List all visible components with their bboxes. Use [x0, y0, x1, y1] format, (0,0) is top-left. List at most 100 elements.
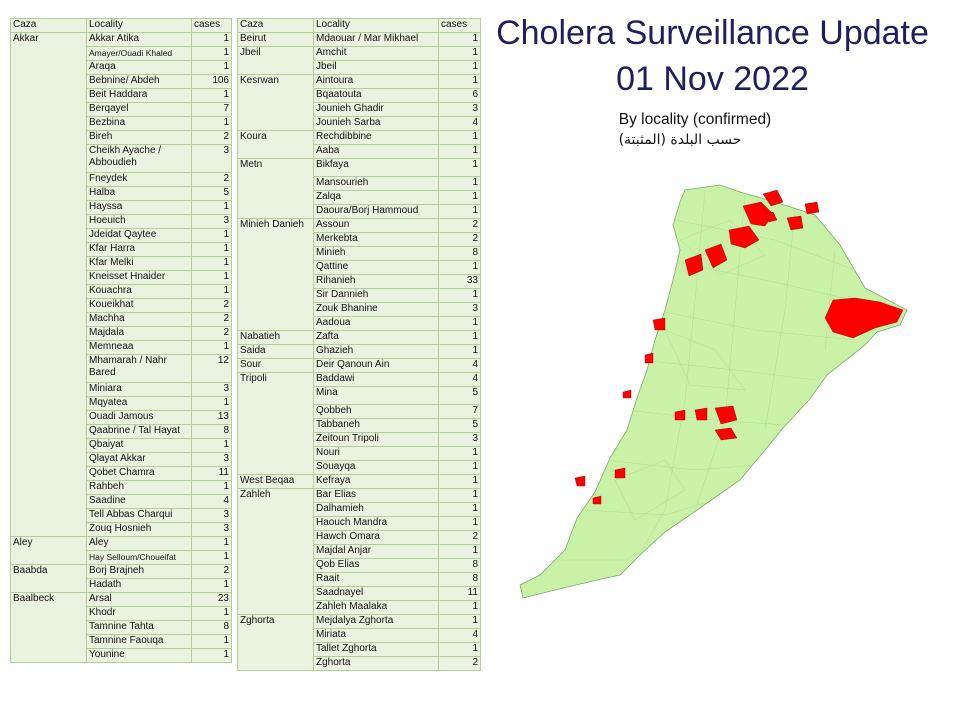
locality-cell: Saadine: [86, 494, 192, 509]
cases-cell: 5: [438, 386, 481, 405]
locality-cell: Araqa: [86, 60, 192, 75]
locality-cell: Kfar Harra: [86, 242, 192, 257]
locality-cell: Jdeidat Qaytee: [86, 228, 192, 243]
locality-cell: Sir Dannieh: [313, 288, 439, 303]
cases-cell: 1: [438, 144, 481, 159]
cases-cell: 4: [438, 628, 481, 643]
locality-cell: Mansourieh: [313, 176, 439, 191]
affected-area: [644, 352, 654, 364]
table-row: Aley Aley 1: [10, 536, 232, 565]
table-row: Zahleh Bar Elias 1: [237, 488, 481, 615]
locality-cell: Kefraya: [313, 474, 439, 489]
locality-cell: Mdaouar / Mar Mikhael: [313, 32, 439, 47]
table-row: Saida Ghazieh 1: [237, 344, 481, 359]
cases-cell: 1: [191, 256, 232, 271]
locality-cell: Fneydek: [86, 172, 192, 187]
cases-cell: 5: [438, 418, 481, 433]
locality-cell: Bezbina: [86, 116, 192, 131]
locality-cell: Dalhamieh: [313, 502, 439, 517]
caza-cell: West Beqaa: [237, 474, 314, 489]
table-row: Metn Bikfaya 1: [237, 158, 481, 219]
cases-cell: 1: [191, 634, 232, 649]
affected-area: [714, 427, 738, 441]
cases-cell: 2: [438, 656, 481, 671]
table-row: Mansourieh 1: [238, 176, 481, 191]
locality-cell: Beit Haddara: [86, 88, 192, 103]
cases-cell: 4: [438, 116, 481, 131]
cases-cell: 3: [191, 144, 232, 173]
cases-cell: 8: [191, 424, 232, 439]
locality-cell: Hadath: [86, 578, 192, 593]
locality-cell: Bqaatouta: [313, 88, 439, 103]
header-caza: Caza: [10, 18, 87, 33]
affected-area: [614, 467, 626, 479]
cases-cell: 1: [191, 242, 232, 257]
cases-cell: 1: [191, 550, 232, 565]
locality-cell: Tabbaneh: [313, 418, 439, 433]
caza-cell: Baabda: [10, 564, 87, 593]
locality-cell: Qobet Chamra: [86, 466, 192, 481]
cases-cell: 2: [191, 130, 232, 145]
locality-cell: Assoun: [313, 218, 439, 233]
cases-cell: 2: [191, 298, 232, 313]
table-row: Kouachra 1: [11, 284, 232, 299]
affected-area: [574, 475, 586, 487]
locality-cell: Miriata: [313, 628, 439, 643]
affected-area: [714, 405, 738, 425]
locality-cell: Minieh: [313, 246, 439, 261]
lebanon-map: [519, 184, 908, 599]
locality-cell: Machha: [86, 312, 192, 327]
locality-cell: Aintoura: [313, 74, 439, 89]
header-caza: Caza: [237, 18, 314, 33]
cases-cell: 1: [438, 446, 481, 461]
cases-cell: 2: [438, 530, 481, 545]
locality-cell: Zalqa: [313, 190, 439, 205]
cases-cell: 1: [191, 340, 232, 355]
locality-cell: Nouri: [313, 446, 439, 461]
cases-cell: 1: [438, 460, 481, 475]
affected-area: [622, 389, 632, 399]
locality-cell: Hayssa: [86, 200, 192, 215]
table-row: Beit Haddara 1: [11, 88, 232, 103]
affected-localities: [574, 189, 904, 505]
affected-area: [762, 189, 784, 207]
locality-cell: Haouch Mandra: [313, 516, 439, 531]
cases-cell: 2: [438, 232, 481, 247]
title-line-2: 01 Nov 2022: [616, 60, 809, 98]
caza-cell: Baalbeck: [10, 592, 87, 663]
locality-cell: Aaba: [313, 144, 439, 159]
caza-cell: Kesrwan: [237, 74, 314, 131]
table-row: Jbeil Amchit 1: [237, 46, 481, 75]
cases-cell: 1: [191, 648, 232, 663]
cases-cell: 8: [438, 246, 481, 261]
locality-cell: Jbeil: [313, 60, 439, 75]
caza-cell: Minieh Danieh: [237, 218, 314, 331]
table-row: Rihanieh 33: [238, 274, 481, 289]
locality-cell: Tell Abbas Charqui: [86, 508, 192, 523]
locality-cell: Mqyatea: [86, 396, 192, 411]
cases-cell: 11: [191, 466, 232, 481]
header-cases: cases: [438, 18, 481, 33]
affected-area: [592, 495, 602, 505]
cases-cell: 1: [191, 228, 232, 243]
table-row: Sour Deir Qanoun Ain 4: [237, 358, 481, 373]
caza-cell: Koura: [237, 130, 314, 159]
locality-cell: Majdal Anjar: [313, 544, 439, 559]
cases-cell: 1: [438, 614, 481, 629]
table-row: Akkar Akkar Atika 1: [10, 32, 232, 537]
page-title: Cholera Surveillance Update 01 Nov 2022: [480, 10, 945, 102]
locality-cell: Younine: [86, 648, 192, 663]
locality-cell: Majdala: [86, 326, 192, 341]
cases-cell: 1: [191, 32, 232, 47]
table-row: Baabda Borj Brajneh 2: [10, 564, 232, 593]
affected-area: [674, 409, 686, 421]
table-row: Bezbina 1: [11, 116, 232, 131]
cases-cell: 1: [191, 88, 232, 103]
affected-area: [684, 253, 704, 277]
caza-cell: Zghorta: [237, 614, 314, 671]
table-row: Tripoli Baddawi 4: [237, 372, 481, 475]
locality-cell: Qobbeh: [313, 404, 439, 419]
cases-cell: 1: [191, 438, 232, 453]
cases-cell: 8: [438, 572, 481, 587]
cases-cell: 1: [438, 288, 481, 303]
